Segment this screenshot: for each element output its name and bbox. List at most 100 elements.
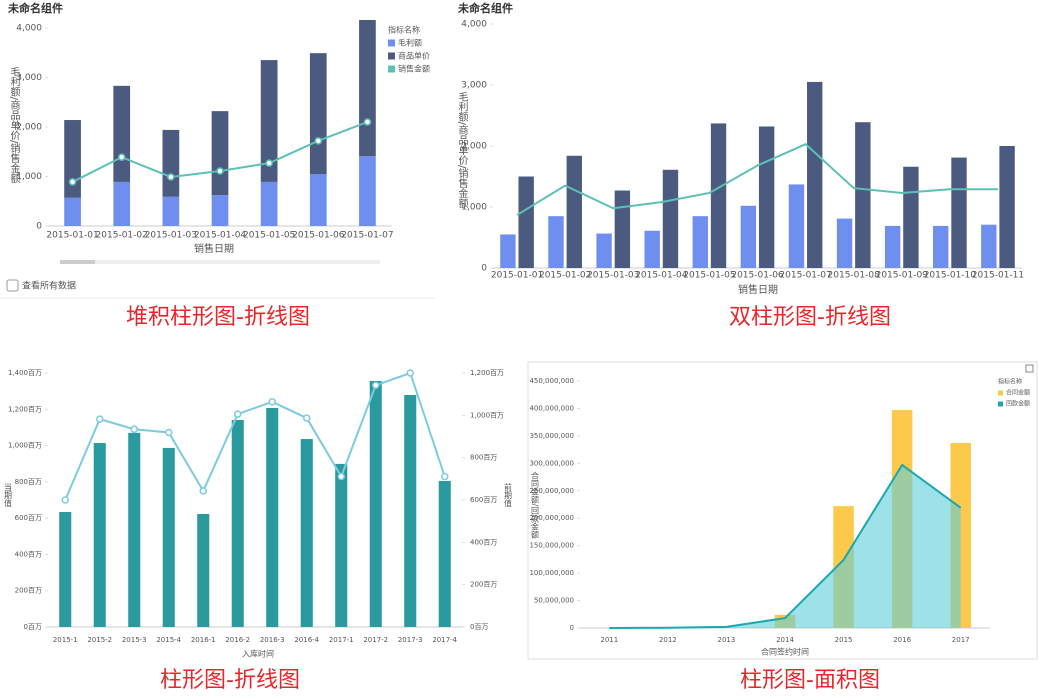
bar [903,166,919,268]
legend-label: 合同金额 [1006,389,1030,397]
bar [59,511,72,627]
bar [369,380,382,627]
x-tick-label: 2017-3 [398,636,423,644]
bar [93,443,106,627]
x-tick-label: 2015-01-10 [924,271,977,281]
footer-option[interactable]: 查看所有数据 [22,280,76,292]
caption: 堆积柱形图-折线图 [126,305,310,330]
y-tick-label: 3,000 [16,73,42,83]
y-axis-label: 毛利额/商品单价/销售金额 [8,66,20,184]
line [64,371,446,501]
bar [300,439,313,627]
x-tick-label: 2015-01-06 [292,231,345,241]
legend-swatch [388,39,395,47]
x-tick-label: 2015-4 [156,636,181,644]
marker [303,414,311,422]
caption: 柱形图-面积图 [740,668,880,693]
y-tick-label: 400,000,000 [529,404,574,412]
y-tick-label: 0 [481,264,487,274]
y-axis-label: 毛利额/商品单价/销售金额 [456,91,468,209]
y-tick-label: 250,000,000 [529,487,574,495]
bar [596,233,612,268]
y-tick-label: 300,000,000 [529,459,574,467]
marker [265,159,273,167]
bar [951,157,967,268]
y-tick-label: 4,000 [461,20,487,30]
x-tick-label: 2015-01-02 [539,271,591,281]
x-tick-label: 2015-1 [53,636,78,644]
marker [68,178,77,186]
y2-tick-label: 1,200百万 [470,369,504,377]
bar [836,218,853,268]
bar [359,19,376,157]
chart-title: 未命名组件 [7,1,63,15]
bar [113,181,131,226]
caption: 双柱形图-折线图 [729,305,891,330]
y-tick-label: 0百万 [24,623,42,631]
y2-tick-label: 600百万 [470,496,497,504]
x-tick-label: 2017-2 [363,636,388,644]
bar [710,123,727,269]
bar [740,205,757,268]
bar [758,126,775,268]
checkbox[interactable] [6,279,19,292]
x-tick-label: 2015-2 [87,636,112,644]
x-tick-label: 2015 [835,636,853,644]
marker [314,137,323,145]
y2-tick-label: 1,000百万 [470,411,504,419]
y-tick-label: 50,000,000 [534,597,574,605]
marker [130,425,138,434]
marker [406,369,414,377]
x-tick-label: 2015-01-01 [491,271,543,281]
bar [231,419,244,627]
bar [566,155,582,268]
marker [117,153,126,161]
bar [614,190,631,268]
x-axis-label: 合同签约时间 [761,647,809,657]
x-tick-label: 2016 [893,636,911,644]
x-tick-label: 2015-01-03 [587,271,639,281]
y2-tick-label: 800百万 [470,454,497,462]
y-tick-label: 200百万 [15,587,42,595]
y-tick-label: 450,000,000 [529,377,574,385]
y-tick-label: 1,400百万 [8,369,42,377]
x-tick-label: 2016-2 [225,636,250,644]
line [609,463,962,629]
x-tick-label: 2012 [659,636,677,644]
x-tick-label: 2013 [718,636,736,644]
marker [363,118,372,126]
bar [162,447,175,627]
bar [807,81,823,268]
x-tick-label: 2015-01-05 [683,271,735,281]
legend-swatch [388,65,395,73]
bar [933,225,949,268]
marker [234,410,242,418]
x-axis-label: 销售日期 [194,242,234,255]
x-tick-label: 2015-01-04 [194,231,247,241]
bar [64,197,81,226]
bar [500,234,516,268]
bar [162,196,180,226]
legend-label: 毛利额 [398,38,422,48]
x-tick-label: 2015-01-07 [341,231,393,241]
bar [266,408,279,627]
x-tick-label: 2015-01-05 [243,231,295,241]
bar [197,513,210,627]
x-tick-label: 2016-4 [294,636,319,644]
line [516,142,998,216]
x-tick-label: 2015-01-07 [779,271,831,281]
y-tick-label: 100,000,000 [529,569,574,577]
y-tick-label: 1,000 [461,203,487,213]
x-tick-label: 2017-4 [432,636,457,644]
expand-icon[interactable] [1025,364,1034,373]
x-tick-label: 2015-01-08 [828,271,881,281]
y-tick-label: 3,000 [461,81,487,91]
bar [260,60,278,182]
y-tick-label: 350,000,000 [529,432,574,440]
bar [644,230,660,268]
x-tick-label: 2016-1 [191,636,216,644]
marker [199,487,207,495]
legend-swatch [998,401,1003,407]
y-tick-label: 0 [36,222,42,232]
